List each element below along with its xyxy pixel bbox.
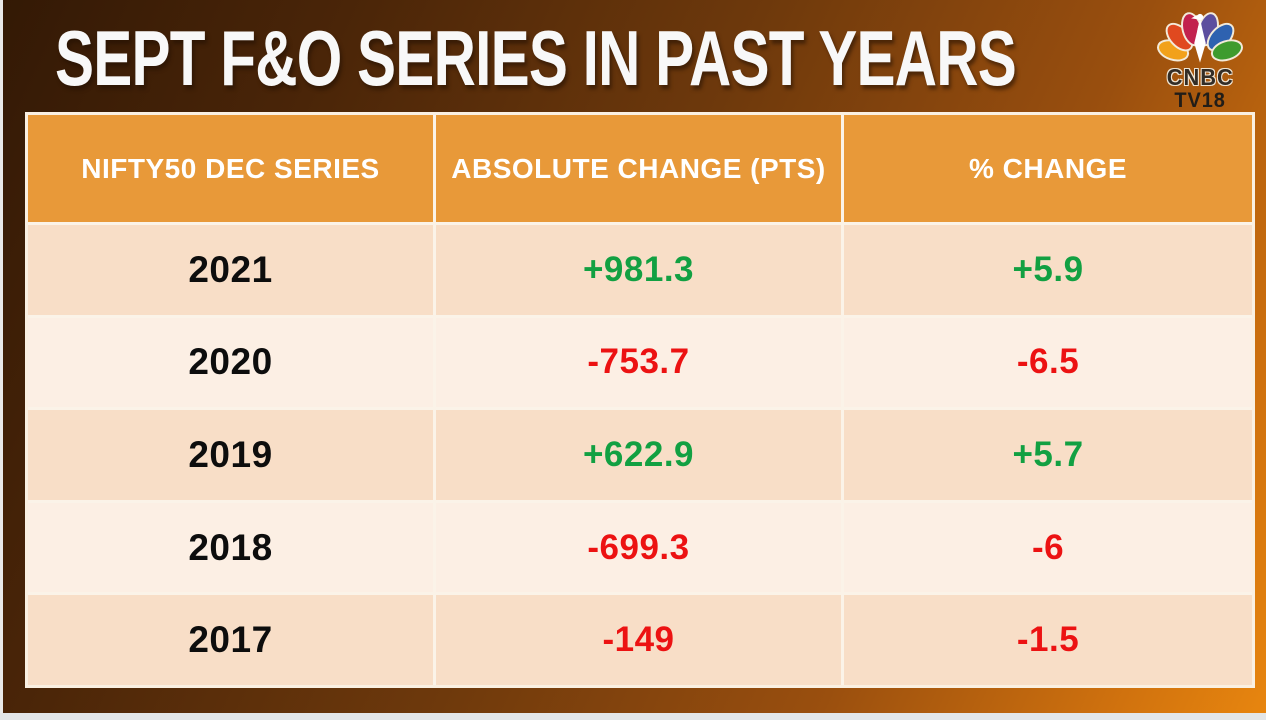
left-edge-strip (0, 0, 3, 720)
year-cell: 2018 (28, 502, 436, 593)
pct-change-cell: -6 (1031, 527, 1065, 567)
pct-change-cell: +5.9 (1012, 249, 1084, 289)
table-header-row: NIFTY50 DEC SERIES ABSOLUTE CHANGE (PTS)… (28, 115, 1252, 222)
year-cell: 2017 (28, 595, 436, 685)
pct-change-cell: -1.5 (1016, 620, 1080, 660)
table-row-2017: 2017 -149 -1.5 (28, 592, 1252, 685)
header-absolute-change: ABSOLUTE CHANGE (PTS) (436, 115, 844, 222)
title-bar: SEPT F&O SERIES IN PAST YEARS (55, 10, 1145, 106)
header-nifty50-dec-series: NIFTY50 DEC SERIES (28, 115, 436, 222)
absolute-change-cell: -149 (436, 595, 844, 685)
year-cell: 2019 (28, 410, 436, 500)
year-cell: 2021 (28, 225, 436, 315)
logo-text-cnbc: CNBC (1166, 64, 1234, 90)
peacock-icon (1157, 12, 1243, 63)
header-pct-change: % CHANGE (968, 152, 1127, 184)
table-row-2018: 2018 -699.3 -6 (28, 499, 1252, 593)
cnbc-tv18-logo: CNBC TV18 (1144, 6, 1256, 113)
table-row-2020: 2020 -753.7 -6.5 (28, 314, 1252, 408)
absolute-change-cell: -753.7 (436, 317, 844, 408)
year-cell: 2020 (28, 317, 436, 408)
absolute-change-cell: +981.3 (436, 225, 844, 315)
bottom-edge-strip (0, 713, 1266, 720)
logo-text-tv18: TV18 (1174, 89, 1226, 112)
table-row-2019: 2019 +622.9 +5.7 (28, 407, 1252, 500)
absolute-change-cell: +622.9 (436, 410, 844, 500)
pct-change-cell: -6.5 (1016, 342, 1080, 382)
data-table: NIFTY50 DEC SERIES ABSOLUTE CHANGE (PTS)… (25, 112, 1255, 688)
page-title: SEPT F&O SERIES IN PAST YEARS (55, 13, 1017, 102)
table-row-2021: 2021 +981.3 +5.9 (28, 222, 1252, 315)
pct-change-cell: +5.7 (1012, 434, 1084, 474)
absolute-change-cell: -699.3 (436, 502, 844, 593)
